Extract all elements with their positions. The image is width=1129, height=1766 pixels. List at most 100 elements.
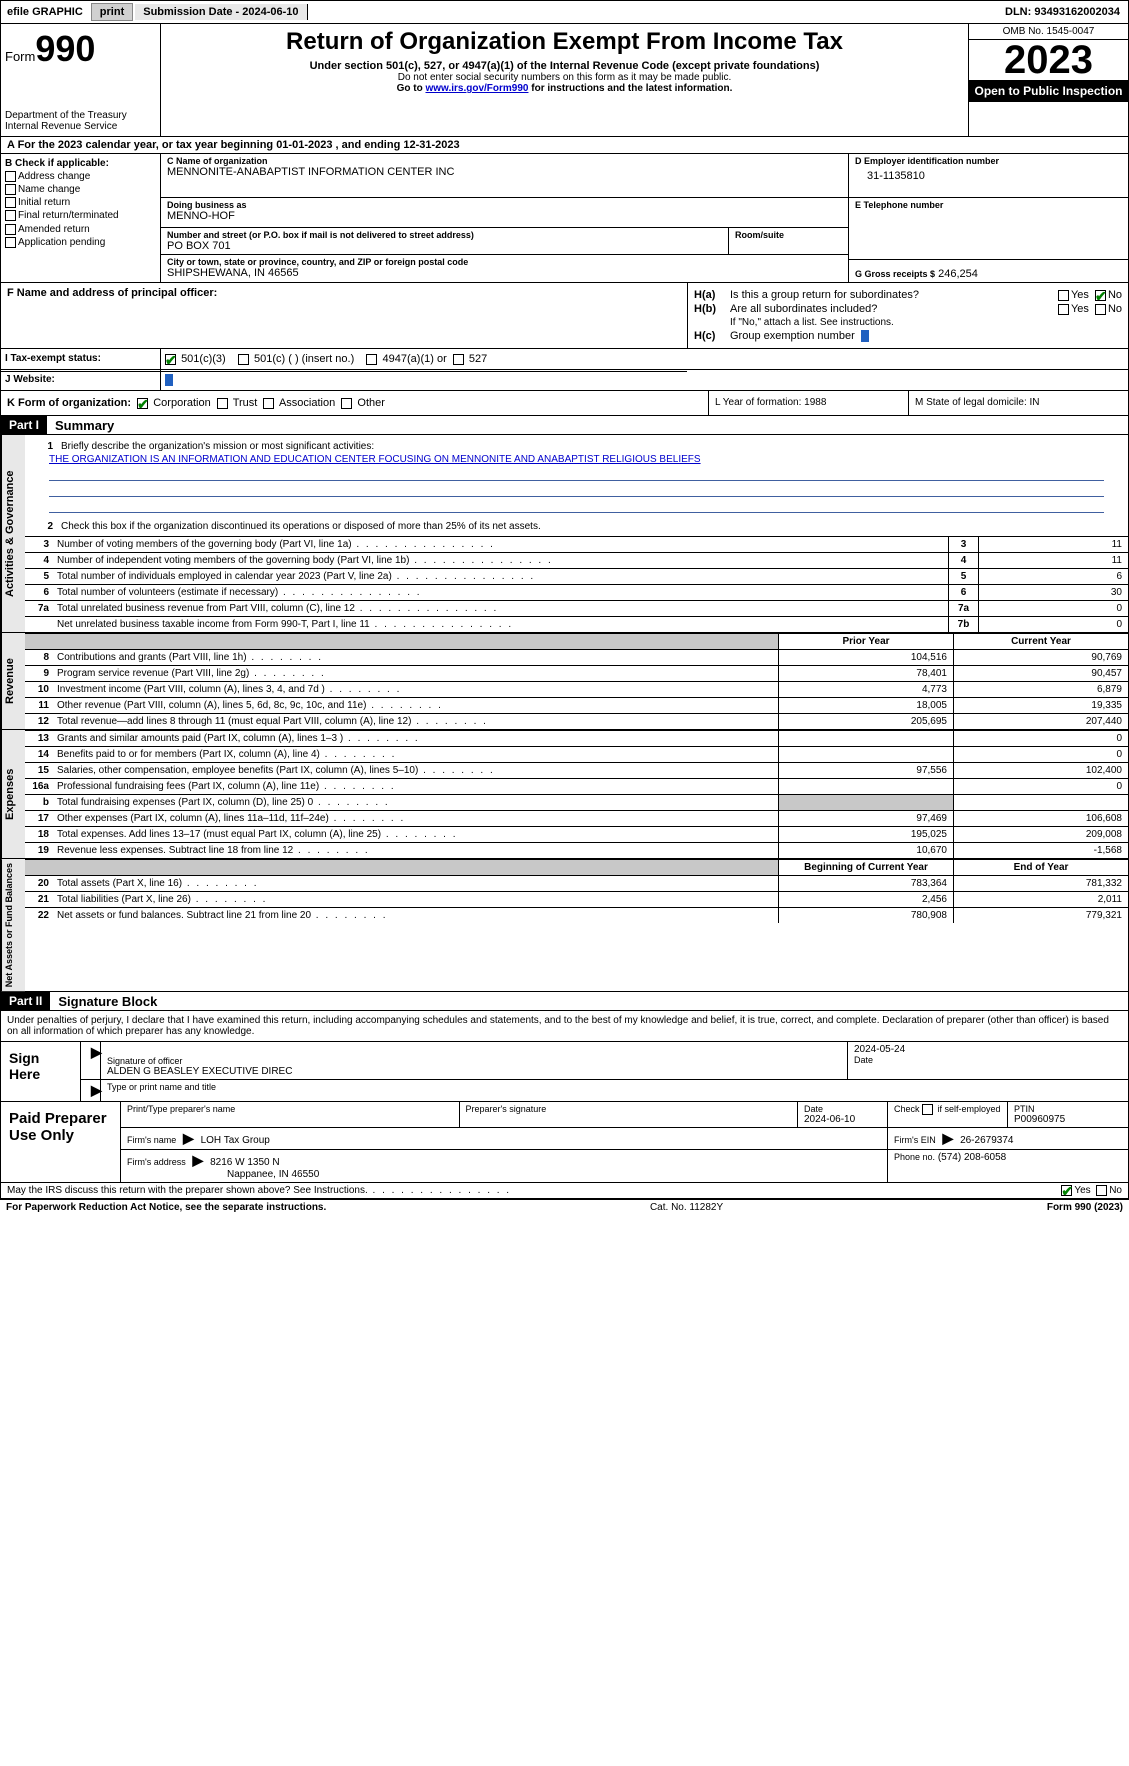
q1-num: 1 xyxy=(29,439,57,454)
row-num: b xyxy=(25,795,53,810)
data-row: 22 Net assets or fund balances. Subtract… xyxy=(25,907,1128,923)
hb-note: If "No," attach a list. See instructions… xyxy=(694,317,1122,328)
f-label: F Name and address of principal officer: xyxy=(7,287,217,299)
row-prior: 97,469 xyxy=(778,811,953,826)
row-value: 0 xyxy=(978,601,1128,616)
hb-no-checkbox[interactable] xyxy=(1095,304,1106,315)
checkbox-amended[interactable] xyxy=(5,224,16,235)
footer-mid: Cat. No. 11282Y xyxy=(326,1202,1047,1213)
chk-self-employed[interactable] xyxy=(922,1104,933,1115)
governance-row: Net unrelated business taxable income fr… xyxy=(25,616,1128,632)
row-value: 6 xyxy=(978,569,1128,584)
governance-row: 5 Total number of individuals employed i… xyxy=(25,568,1128,584)
status-options: 501(c)(3) 501(c) ( ) (insert no.) 4947(a… xyxy=(161,349,1128,369)
sig-officer-label: Signature of officer xyxy=(107,1056,841,1066)
row-prior: 104,516 xyxy=(778,650,953,665)
row-num: 22 xyxy=(25,908,53,923)
ha-yes-checkbox[interactable] xyxy=(1058,290,1069,301)
irs-link[interactable]: www.irs.gov/Form990 xyxy=(425,83,528,94)
footer-right: Form 990 (2023) xyxy=(1047,1202,1123,1213)
row-current: 90,769 xyxy=(953,650,1128,665)
revenue-section: Revenue Prior Year Current Year 8 Contri… xyxy=(0,633,1129,730)
row-current: 781,332 xyxy=(953,876,1128,891)
row-text: Total number of volunteers (estimate if … xyxy=(53,585,948,600)
may-irs-yes-checkbox[interactable] xyxy=(1061,1185,1072,1196)
row-num: 7a xyxy=(25,601,53,616)
row-prior: 205,695 xyxy=(778,714,953,729)
side-expenses: Expenses xyxy=(1,730,25,858)
tel-label: E Telephone number xyxy=(855,200,1122,210)
data-row: 11 Other revenue (Part VIII, column (A),… xyxy=(25,697,1128,713)
data-row: 18 Total expenses. Add lines 13–17 (must… xyxy=(25,826,1128,842)
q1-text: Briefly describe the organization's miss… xyxy=(57,439,1124,454)
arrow-icon-3: ▶ xyxy=(179,1130,198,1146)
chk-corp[interactable] xyxy=(137,398,148,409)
data-row: 10 Investment income (Part VIII, column … xyxy=(25,681,1128,697)
phone-value: (574) 208-6058 xyxy=(938,1152,1006,1163)
paid-preparer-block: Paid Preparer Use Only Print/Type prepar… xyxy=(0,1102,1129,1183)
chk-501c[interactable] xyxy=(238,354,249,365)
row-num: 20 xyxy=(25,876,53,891)
chk-assoc[interactable] xyxy=(263,398,274,409)
irs-label: Internal Revenue Service xyxy=(5,121,156,132)
col-end-year: End of Year xyxy=(953,860,1128,875)
chk-other[interactable] xyxy=(341,398,352,409)
row-current: 0 xyxy=(953,779,1128,794)
city-value: SHIPSHEWANA, IN 46565 xyxy=(167,267,842,279)
ptin-value: P00960975 xyxy=(1014,1114,1122,1125)
type-name-label: Type or print name and title xyxy=(101,1080,1128,1101)
chk-527[interactable] xyxy=(453,354,464,365)
firm-name-label: Firm's name xyxy=(127,1135,176,1145)
section-h: H(a) Is this a group return for subordin… xyxy=(688,283,1128,348)
row-num: 5 xyxy=(25,569,53,584)
may-irs-no-checkbox[interactable] xyxy=(1096,1185,1107,1196)
gross-value: 246,254 xyxy=(938,268,978,280)
data-row: 9 Program service revenue (Part VIII, li… xyxy=(25,665,1128,681)
governance-row: 7a Total unrelated business revenue from… xyxy=(25,600,1128,616)
ptin-label: PTIN xyxy=(1014,1104,1122,1114)
row-current xyxy=(953,795,1128,810)
row-current: 207,440 xyxy=(953,714,1128,729)
data-row: 13 Grants and similar amounts paid (Part… xyxy=(25,730,1128,746)
data-row: 15 Salaries, other compensation, employe… xyxy=(25,762,1128,778)
row-text: Program service revenue (Part VIII, line… xyxy=(53,666,778,681)
ha-no: No xyxy=(1108,289,1122,301)
opt-name-change: Name change xyxy=(18,184,80,195)
hb-yes: Yes xyxy=(1071,303,1089,315)
sig-date-val: 2024-05-24 xyxy=(854,1044,1122,1055)
row-num: 14 xyxy=(25,747,53,762)
may-irs-text: May the IRS discuss this return with the… xyxy=(7,1185,511,1196)
checkbox-name-change[interactable] xyxy=(5,184,16,195)
opt-corp: Corporation xyxy=(153,397,210,409)
chk-501c3[interactable] xyxy=(165,354,176,365)
row-prior: 78,401 xyxy=(778,666,953,681)
checkbox-app-pending[interactable] xyxy=(5,237,16,248)
mission-line-3 xyxy=(49,499,1104,513)
goto-post: for instructions and the latest informat… xyxy=(528,83,732,94)
checkbox-final-return[interactable] xyxy=(5,210,16,221)
q2-inner: Check this box if the organization disco… xyxy=(61,521,541,532)
row-text: Professional fundraising fees (Part IX, … xyxy=(53,779,778,794)
part1-header: Part I Summary xyxy=(0,416,1129,435)
k-label: K Form of organization: xyxy=(7,397,131,409)
col-cd: C Name of organization MENNONITE-ANABAPT… xyxy=(161,154,1128,282)
row-value: 30 xyxy=(978,585,1128,600)
print-button[interactable]: print xyxy=(91,3,133,21)
may-irs-row: May the IRS discuss this return with the… xyxy=(0,1183,1129,1199)
chk-trust[interactable] xyxy=(217,398,228,409)
row-prior: 195,025 xyxy=(778,827,953,842)
row-current: 2,011 xyxy=(953,892,1128,907)
row-prior: 18,005 xyxy=(778,698,953,713)
sig-date-label: Date xyxy=(854,1055,1122,1065)
checkbox-address-change[interactable] xyxy=(5,171,16,182)
hb-yes-checkbox[interactable] xyxy=(1058,304,1069,315)
part2-header: Part II Signature Block xyxy=(0,992,1129,1011)
part2-badge: Part II xyxy=(1,992,50,1010)
checkbox-initial-return[interactable] xyxy=(5,197,16,208)
chk-4947[interactable] xyxy=(366,354,377,365)
ha-no-checkbox[interactable] xyxy=(1095,290,1106,301)
governance-row: 6 Total number of volunteers (estimate i… xyxy=(25,584,1128,600)
row-prior: 10,670 xyxy=(778,843,953,858)
may-irs-inner: May the IRS discuss this return with the… xyxy=(7,1185,368,1196)
side-governance: Activities & Governance xyxy=(1,435,25,632)
